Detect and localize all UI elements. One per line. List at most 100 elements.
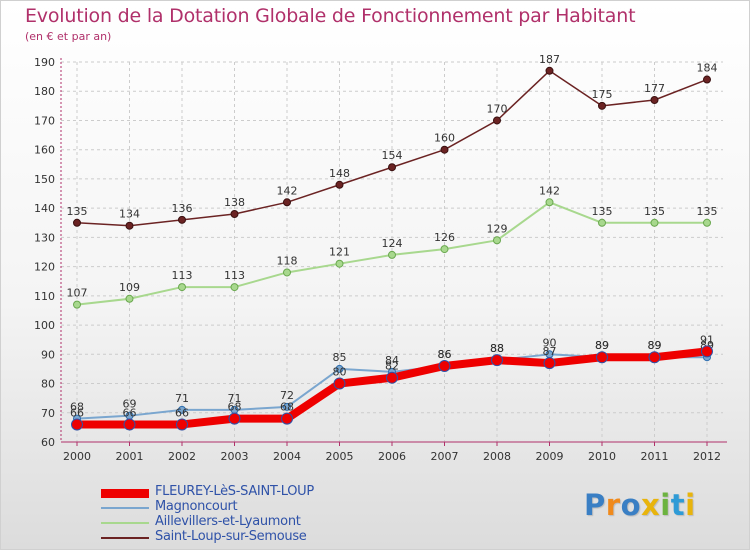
y-tick-label: 170 [34,114,55,127]
data-label: 135 [67,205,88,218]
data-point [545,66,554,75]
legend-label-aillevillers: Aillevillers-et-Lyaumont [155,514,301,529]
data-point [73,300,81,309]
logo-letter: i [660,488,671,522]
data-label: 66 [175,406,189,419]
x-tick-label: 2004 [273,450,301,463]
data-label: 177 [644,82,665,95]
data-point [440,245,449,254]
y-tick-label: 160 [34,144,55,157]
x-tick-label: 2000 [63,450,91,463]
data-point [335,259,344,268]
data-label: 85 [333,351,347,364]
data-label: 129 [487,222,508,235]
data-label: 135 [644,205,665,218]
legend-label-fleurey: FLEUREY-LèS-SAINT-LOUP [155,484,314,499]
data-point [230,283,239,292]
y-tick-label: 60 [41,436,55,449]
data-point [388,250,396,259]
data-point [440,145,449,154]
y-tick-label: 140 [34,202,55,215]
data-label: 71 [228,392,242,405]
data-label: 113 [172,269,193,282]
y-tick-label: 180 [34,85,55,98]
data-label: 69 [123,398,137,411]
data-point [335,180,344,189]
data-point [543,357,556,370]
data-point [493,236,501,245]
data-label: 154 [382,149,403,162]
x-tick-label: 2006 [378,450,406,463]
data-point [123,418,136,431]
data-label: 107 [67,287,88,300]
legend-swatch-magnoncourt [101,507,149,509]
data-point [73,218,81,227]
series-aillevillers-et-lyaumont: 107 109 113 113 118 121 124 126 129 142 135 135 135 [67,184,718,309]
data-label: 71 [175,392,189,405]
y-tick-label: 150 [34,173,55,186]
x-tick-label: 2008 [483,450,511,463]
data-label: 86 [438,348,452,361]
x-tick-label: 2010 [588,450,616,463]
data-label: 170 [487,102,508,115]
x-tick-label: 2011 [641,450,669,463]
data-label: 68 [280,401,294,414]
data-point [598,101,606,110]
y-tick-label: 100 [34,319,55,332]
data-point [71,418,83,431]
legend-swatch-aillevillers [101,522,149,524]
data-label: 184 [697,62,718,75]
data-point [386,371,398,384]
y-tick-label: 70 [41,407,55,420]
data-point [283,268,291,277]
data-label: 187 [539,53,560,66]
chart-subtitle: (en € et par an) [25,30,112,43]
data-label: 142 [277,184,298,197]
data-point [178,405,186,414]
data-point [438,360,451,372]
data-point [283,198,291,207]
data-point [648,351,661,364]
data-label: 72 [280,389,294,402]
data-label: 91 [700,333,714,346]
data-point [703,218,711,227]
data-label: 89 [595,339,609,352]
data-label: 89 [595,339,609,352]
data-point [333,377,346,390]
data-label: 89 [648,339,662,352]
data-label: 84 [385,354,399,367]
series-saint-loup-sur-semouse: 135 134 136 138 142 148 154 160 170 187 175 177 184 [67,53,718,230]
logo-letter: o [620,488,642,522]
y-tick-label: 80 [41,378,55,391]
data-label: 142 [539,184,560,197]
legend-label-magnoncourt: Magnoncourt [155,499,238,514]
data-point [125,294,134,303]
data-label: 66 [70,406,84,419]
data-label: 113 [224,269,245,282]
proxiti-logo: Proxiti [584,488,696,522]
logo-letter: x [641,488,661,522]
data-point [281,412,293,425]
data-point [545,198,554,207]
legend-label-saint-loup: Saint-Loup-sur-Semouse [155,529,307,544]
chart-title: Evolution de la Dotation Globale de Fonc… [25,5,636,27]
data-label: 86 [438,348,452,361]
data-point [178,283,186,292]
x-tick-label: 2012 [693,450,721,463]
data-label: 124 [382,237,403,250]
data-label: 118 [277,254,298,267]
data-point [125,221,134,230]
data-label: 68 [70,401,84,414]
y-tick-label: 130 [34,231,55,244]
data-point [598,218,606,227]
legend-swatch-fleurey [101,489,149,498]
y-tick-label: 120 [34,261,55,274]
data-label: 88 [490,342,504,355]
x-tick-label: 2009 [536,450,564,463]
data-label: 175 [592,88,613,101]
data-label: 88 [490,342,504,355]
data-point [176,418,188,431]
y-tick-label: 90 [41,348,55,361]
logo-letter: t [670,488,686,522]
